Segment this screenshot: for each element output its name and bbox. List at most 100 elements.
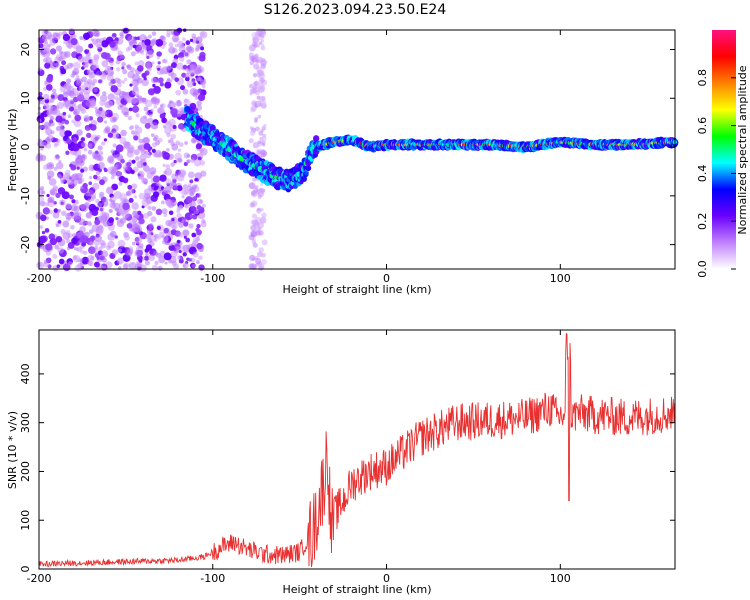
heatmap-cell bbox=[137, 210, 142, 215]
heatmap-cell bbox=[104, 127, 110, 133]
heatmap-cell bbox=[47, 122, 52, 127]
heatmap-cell bbox=[196, 242, 203, 250]
spectrogram-x-label: Height of straight line (km) bbox=[282, 283, 431, 296]
heatmap-cell bbox=[60, 68, 67, 75]
heatmap-cell bbox=[118, 181, 123, 186]
heatmap-cell bbox=[181, 219, 185, 223]
heatmap-cell bbox=[199, 199, 203, 204]
heatmap-cell bbox=[75, 247, 79, 251]
heatmap-cell bbox=[137, 60, 145, 67]
heatmap-cell bbox=[189, 102, 197, 110]
heatmap-cell bbox=[38, 97, 46, 105]
heatmap-cell bbox=[252, 89, 258, 94]
heatmap-cell bbox=[189, 179, 194, 184]
heatmap-cell bbox=[65, 229, 71, 236]
heatmap-cell bbox=[146, 169, 151, 175]
heatmap-cell bbox=[251, 213, 258, 219]
heatmap-cell bbox=[114, 96, 119, 101]
heatmap-cell bbox=[163, 227, 169, 234]
heatmap-cell bbox=[40, 186, 44, 191]
heatmap-cell bbox=[166, 29, 172, 36]
heatmap-cell bbox=[88, 123, 93, 128]
heatmap-cell bbox=[108, 81, 114, 87]
heatmap-cell bbox=[127, 184, 133, 190]
heatmap-cell bbox=[94, 106, 98, 110]
heatmap-cell bbox=[178, 142, 184, 147]
heatmap-cell bbox=[170, 229, 177, 236]
heatmap-cell bbox=[88, 175, 93, 180]
snr-series-line bbox=[38, 332, 676, 568]
heatmap-cell bbox=[78, 218, 86, 226]
heatmap-cell bbox=[157, 61, 161, 65]
heatmap-cell bbox=[104, 65, 113, 74]
heatmap-cell bbox=[101, 141, 106, 146]
snr-y-label: SNR (10 * v/v) bbox=[6, 411, 19, 489]
heatmap-cell bbox=[258, 247, 264, 253]
heatmap-cell bbox=[87, 254, 95, 262]
heatmap-cell bbox=[157, 236, 161, 240]
heatmap-cell bbox=[102, 37, 107, 41]
heatmap-cell bbox=[162, 187, 167, 192]
heatmap-cell bbox=[92, 182, 100, 191]
heatmap-cell bbox=[98, 206, 105, 213]
heatmap-cell bbox=[193, 159, 202, 167]
heatmap-cell bbox=[177, 217, 183, 222]
heatmap-cell bbox=[61, 60, 67, 66]
heatmap-cell bbox=[196, 100, 202, 106]
heatmap-cell bbox=[176, 185, 183, 192]
heatmap-cell bbox=[57, 94, 65, 101]
heatmap-cell bbox=[83, 147, 88, 152]
heatmap-cell bbox=[248, 83, 254, 89]
heatmap-cell bbox=[86, 132, 92, 139]
heatmap-cell bbox=[156, 56, 160, 60]
heatmap-cell bbox=[248, 138, 254, 144]
heatmap-cell bbox=[134, 61, 139, 66]
heatmap-cell bbox=[99, 99, 106, 106]
heatmap-cell bbox=[93, 239, 100, 246]
heatmap-cell bbox=[176, 239, 181, 244]
heatmap-cell bbox=[260, 95, 266, 101]
heatmap-cell bbox=[185, 196, 193, 204]
heatmap-cell bbox=[172, 125, 177, 130]
heatmap-cell bbox=[183, 221, 189, 227]
heatmap-cell bbox=[76, 75, 80, 79]
heatmap-cell bbox=[103, 168, 108, 173]
heatmap-cell bbox=[48, 104, 54, 110]
heatmap-cell bbox=[189, 64, 197, 72]
heatmap-cell bbox=[261, 140, 266, 145]
heatmap-cell bbox=[97, 224, 104, 230]
heatmap-cell bbox=[91, 58, 99, 66]
heatmap-cell bbox=[44, 202, 50, 207]
snr-x-label: Height of straight line (km) bbox=[282, 583, 431, 596]
heatmap-cell bbox=[261, 239, 268, 246]
heatmap-cell bbox=[43, 86, 47, 91]
heatmap-cell bbox=[197, 156, 202, 161]
heatmap-cell bbox=[81, 76, 87, 83]
heatmap-cell bbox=[147, 117, 154, 124]
heatmap-cell bbox=[197, 76, 202, 82]
heatmap-cell bbox=[199, 31, 206, 37]
heatmap-cell bbox=[197, 93, 206, 102]
heatmap-cell bbox=[107, 132, 114, 138]
heatmap-cell bbox=[260, 45, 266, 51]
heatmap-cell bbox=[77, 55, 85, 63]
spectrogram-y-tick-label: 20 bbox=[19, 43, 32, 57]
heatmap-cell bbox=[130, 169, 135, 174]
snr-y-tick-label: 400 bbox=[19, 363, 32, 384]
heatmap-cell bbox=[94, 109, 100, 114]
heatmap-cell bbox=[82, 250, 88, 255]
heatmap-cell bbox=[111, 249, 118, 256]
heatmap-cell bbox=[195, 227, 200, 232]
heatmap-cell bbox=[261, 153, 266, 158]
heatmap-cell bbox=[191, 264, 196, 268]
heatmap-cell bbox=[117, 239, 126, 248]
colorbar-tick-label: 0.0 bbox=[696, 260, 709, 278]
snr-y-tick-label: 200 bbox=[19, 461, 32, 482]
heatmap-cell bbox=[88, 43, 94, 49]
heatmap-cell bbox=[37, 140, 45, 148]
heatmap-cell bbox=[46, 75, 53, 83]
heatmap-cell bbox=[96, 202, 103, 208]
heatmap-cell bbox=[175, 230, 182, 237]
heatmap-cell bbox=[183, 98, 188, 103]
heatmap-cell bbox=[257, 114, 262, 119]
